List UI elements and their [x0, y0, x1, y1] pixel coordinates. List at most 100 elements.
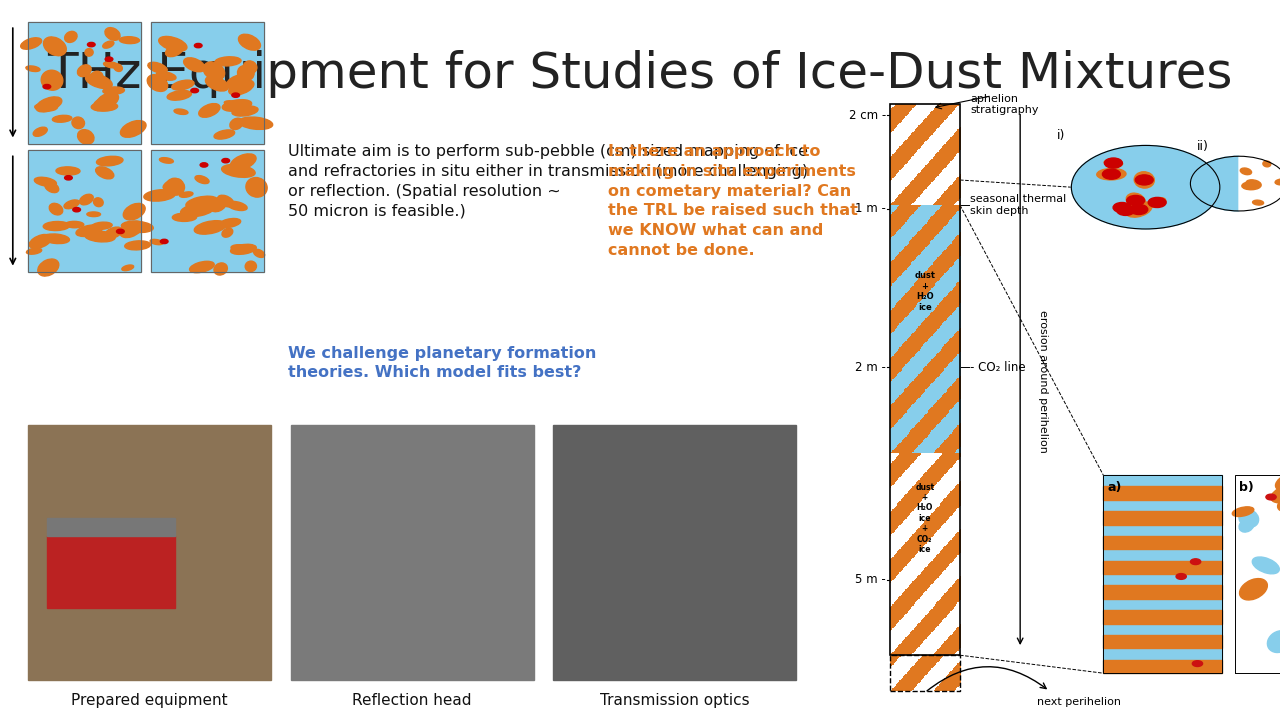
Ellipse shape [189, 261, 214, 273]
Text: Ultimate aim is to perform sub-pebble (cm) sized mapping of ice
and refractories: Ultimate aim is to perform sub-pebble (c… [288, 144, 808, 218]
Ellipse shape [65, 32, 77, 42]
Wedge shape [1239, 156, 1280, 211]
Ellipse shape [1239, 510, 1258, 527]
Ellipse shape [26, 66, 40, 71]
Ellipse shape [224, 101, 237, 106]
Ellipse shape [214, 263, 228, 275]
Ellipse shape [105, 27, 120, 40]
Ellipse shape [93, 198, 104, 207]
Bar [1103, 561, 1222, 575]
Ellipse shape [1263, 161, 1271, 167]
Ellipse shape [174, 109, 188, 114]
Bar [28, 22, 141, 144]
Bar [28, 150, 141, 272]
Ellipse shape [44, 37, 67, 55]
Ellipse shape [159, 37, 187, 51]
Bar [1103, 610, 1222, 624]
Ellipse shape [225, 101, 244, 108]
Ellipse shape [105, 227, 122, 239]
Ellipse shape [183, 58, 205, 72]
Ellipse shape [195, 220, 227, 234]
Ellipse shape [179, 192, 193, 197]
Ellipse shape [44, 222, 69, 230]
Ellipse shape [172, 80, 195, 90]
Ellipse shape [1148, 197, 1166, 207]
Circle shape [1130, 204, 1148, 215]
Circle shape [191, 89, 198, 93]
Ellipse shape [122, 265, 133, 271]
Text: Prepared equipment: Prepared equipment [72, 693, 228, 708]
Ellipse shape [166, 179, 184, 195]
Ellipse shape [227, 74, 250, 89]
Ellipse shape [173, 213, 197, 222]
Ellipse shape [64, 200, 79, 209]
Wedge shape [1190, 156, 1239, 211]
Ellipse shape [215, 57, 241, 66]
Ellipse shape [78, 130, 93, 144]
Ellipse shape [253, 249, 265, 258]
Ellipse shape [1275, 179, 1280, 185]
Ellipse shape [156, 71, 177, 80]
Ellipse shape [38, 259, 59, 276]
Text: dust
+
H₂O
ice
+
CO₂
ice: dust + H₂O ice + CO₂ ice [915, 482, 934, 554]
Ellipse shape [1134, 172, 1155, 188]
Bar [1103, 585, 1222, 599]
Bar [151, 150, 264, 272]
Text: Is there an approach to
making in situ experiments
on cometary material? Can
the: Is there an approach to making in situ e… [608, 144, 858, 258]
Circle shape [64, 176, 72, 180]
Ellipse shape [143, 189, 175, 201]
Bar [1235, 475, 1280, 673]
Ellipse shape [20, 37, 42, 49]
Ellipse shape [1097, 168, 1126, 180]
Ellipse shape [65, 221, 83, 228]
Ellipse shape [1242, 181, 1261, 190]
Ellipse shape [122, 221, 154, 233]
Bar [1103, 660, 1222, 673]
Ellipse shape [1126, 202, 1152, 217]
Ellipse shape [1252, 557, 1279, 574]
Text: 2 cm -: 2 cm - [849, 109, 886, 122]
Ellipse shape [195, 176, 209, 184]
Circle shape [87, 42, 95, 47]
Circle shape [232, 93, 239, 97]
Text: 2 m -: 2 m - [855, 361, 886, 374]
Bar [1103, 475, 1222, 673]
Ellipse shape [120, 221, 142, 238]
Circle shape [44, 84, 51, 89]
Ellipse shape [1126, 193, 1146, 208]
Text: dust
+
H₂O
ice: dust + H₂O ice [914, 271, 936, 312]
Text: ii): ii) [1197, 140, 1208, 153]
Ellipse shape [223, 99, 252, 111]
Circle shape [1126, 195, 1144, 205]
Ellipse shape [160, 158, 173, 163]
Text: a): a) [1107, 481, 1121, 494]
Ellipse shape [221, 164, 255, 177]
Text: i): i) [1056, 129, 1065, 142]
Ellipse shape [165, 44, 183, 57]
Ellipse shape [123, 203, 145, 220]
Ellipse shape [147, 75, 168, 91]
Ellipse shape [186, 196, 218, 210]
Ellipse shape [102, 87, 124, 94]
Ellipse shape [148, 62, 168, 73]
Ellipse shape [124, 241, 151, 250]
Ellipse shape [84, 48, 93, 56]
Ellipse shape [1105, 159, 1123, 167]
Ellipse shape [90, 71, 102, 83]
Ellipse shape [76, 225, 102, 236]
Ellipse shape [180, 203, 214, 217]
Ellipse shape [96, 93, 119, 109]
Ellipse shape [84, 231, 115, 242]
Ellipse shape [92, 222, 113, 229]
Bar [28, 22, 141, 144]
Ellipse shape [1277, 495, 1280, 511]
Ellipse shape [1271, 484, 1280, 503]
Bar [47, 518, 175, 536]
Ellipse shape [1115, 204, 1129, 212]
Ellipse shape [246, 178, 268, 197]
Ellipse shape [210, 199, 227, 212]
Circle shape [195, 43, 202, 48]
Bar [47, 536, 175, 608]
Text: Reflection head: Reflection head [352, 693, 472, 708]
Ellipse shape [72, 117, 84, 129]
